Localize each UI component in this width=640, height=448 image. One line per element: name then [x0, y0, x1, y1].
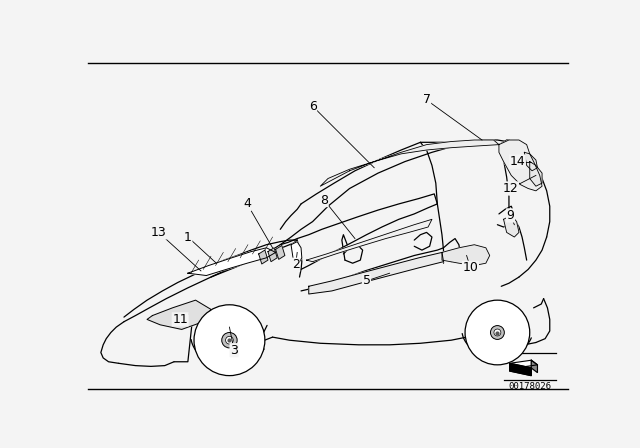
- Text: 14: 14: [509, 155, 525, 168]
- Polygon shape: [259, 250, 268, 264]
- Circle shape: [490, 326, 504, 340]
- Polygon shape: [308, 252, 444, 294]
- Text: 7: 7: [422, 94, 431, 107]
- Polygon shape: [268, 248, 277, 262]
- Text: 5: 5: [362, 275, 371, 288]
- Circle shape: [225, 336, 234, 344]
- Polygon shape: [276, 246, 285, 259]
- Polygon shape: [509, 360, 538, 368]
- Text: 12: 12: [502, 182, 518, 195]
- Text: 8: 8: [320, 194, 328, 207]
- Polygon shape: [147, 300, 211, 329]
- Text: 6: 6: [308, 99, 317, 112]
- Circle shape: [494, 329, 501, 336]
- Circle shape: [194, 305, 265, 375]
- Circle shape: [221, 332, 237, 348]
- Polygon shape: [442, 245, 490, 266]
- Text: 11: 11: [172, 313, 188, 326]
- Text: 00178026: 00178026: [508, 382, 551, 391]
- Circle shape: [465, 300, 530, 365]
- Text: 10: 10: [463, 261, 478, 274]
- Text: 9: 9: [506, 209, 515, 222]
- Text: 3: 3: [230, 344, 238, 357]
- Polygon shape: [509, 363, 531, 375]
- Text: 1: 1: [184, 231, 192, 244]
- Polygon shape: [307, 220, 432, 262]
- Polygon shape: [291, 241, 302, 263]
- Text: 4: 4: [243, 198, 251, 211]
- Polygon shape: [531, 360, 538, 373]
- Text: 13: 13: [151, 226, 166, 239]
- Polygon shape: [524, 152, 538, 171]
- Text: 2: 2: [292, 258, 300, 271]
- Polygon shape: [499, 140, 542, 191]
- Polygon shape: [504, 215, 519, 237]
- Polygon shape: [188, 248, 276, 276]
- Polygon shape: [320, 140, 499, 186]
- Polygon shape: [530, 162, 542, 186]
